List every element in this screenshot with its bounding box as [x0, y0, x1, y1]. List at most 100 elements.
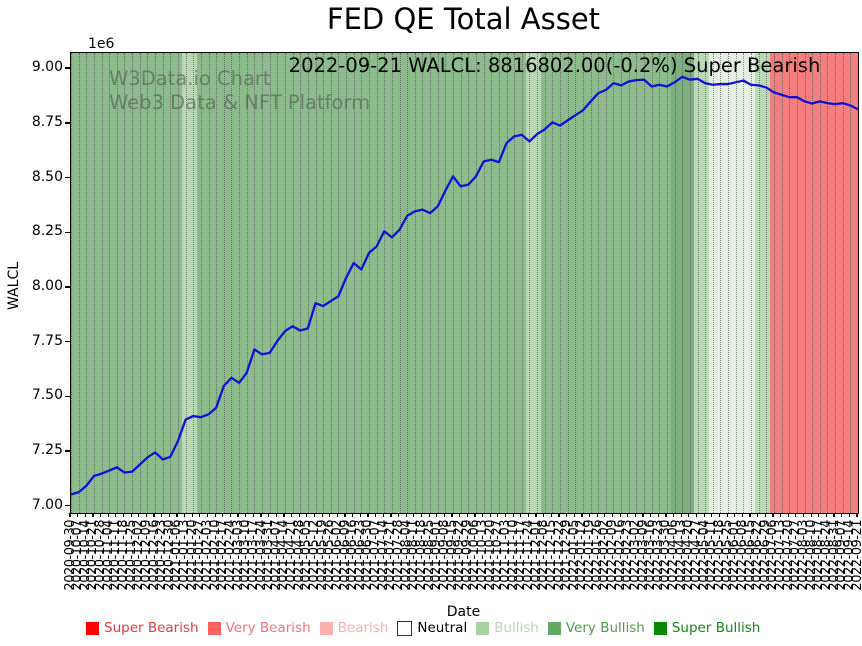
gridline [590, 53, 592, 513]
y-tick-mark [65, 231, 70, 233]
sentiment-legend: Super Bearish Very Bearish Bearish Neutral B… [86, 620, 862, 636]
gridline [93, 53, 95, 513]
x-tick-mark [757, 513, 759, 517]
x-tick-mark [359, 513, 361, 517]
x-tick-mark [329, 513, 331, 517]
gridline [323, 53, 325, 513]
x-tick-mark [772, 513, 774, 517]
x-tick-mark [122, 513, 125, 517]
x-tick-mark [482, 513, 484, 517]
gridline [674, 53, 676, 513]
x-tick-mark [566, 513, 568, 517]
gridline [789, 53, 791, 513]
x-tick-mark [436, 513, 438, 517]
y-tick-mark [65, 395, 70, 397]
legend-swatch-icon [653, 621, 667, 635]
gridline [391, 53, 393, 513]
x-tick-mark [344, 513, 346, 517]
walcl-data-line [71, 75, 858, 496]
gridline [529, 53, 531, 513]
chart-title: FED QE Total Asset [326, 2, 601, 36]
x-tick-mark [375, 513, 377, 517]
x-tick-mark [99, 513, 102, 517]
y-tick-mark [65, 176, 70, 179]
x-tick-mark [290, 513, 293, 517]
x-tick-mark [260, 513, 262, 517]
x-tick-mark [275, 513, 277, 517]
y-tick-label: 9.00 [31, 59, 63, 76]
y-tick-mark [65, 122, 70, 124]
legend-item-very-bearish: Very Bearish [207, 620, 311, 636]
gridline [231, 53, 233, 513]
gridline [666, 53, 668, 513]
gridline [445, 53, 447, 513]
x-tick-mark [657, 513, 659, 517]
x-tick-mark [184, 513, 186, 517]
gridline [208, 53, 210, 513]
x-tick-mark [321, 513, 323, 517]
x-tick-mark [787, 513, 789, 517]
x-tick-mark [161, 513, 163, 517]
legend-swatch-icon [397, 620, 413, 636]
x-tick-mark [405, 513, 407, 517]
gridline [384, 53, 386, 513]
gridline [101, 53, 103, 513]
gridline [766, 53, 768, 513]
gridline [346, 53, 348, 513]
y-tick-label: 8.75 [31, 113, 63, 130]
x-tick-mark [138, 513, 140, 517]
gridline [437, 53, 439, 513]
x-tick-mark [802, 513, 805, 517]
x-tick-mark [77, 513, 79, 517]
x-tick-mark [833, 513, 835, 517]
gridline [200, 53, 202, 513]
x-tick-mark [428, 513, 430, 517]
x-tick-mark [550, 513, 552, 517]
x-tick-mark [627, 513, 629, 517]
gridline [185, 53, 187, 513]
gridline [842, 53, 844, 513]
x-tick-mark [69, 513, 71, 517]
gridline [812, 53, 814, 513]
x-tick-mark [466, 513, 468, 517]
gridline [453, 53, 455, 513]
x-tick-mark [451, 513, 453, 517]
x-tick-mark [810, 513, 812, 517]
gridline [712, 53, 714, 513]
gridline [177, 53, 179, 513]
gridline [728, 53, 730, 513]
x-tick-mark [535, 513, 537, 517]
x-tick-mark [604, 513, 606, 517]
x-tick-mark [856, 513, 858, 517]
x-tick-mark [573, 513, 575, 517]
y-tick-label: 7.25 [31, 441, 63, 458]
gridline [636, 53, 638, 513]
x-tick-mark [268, 513, 270, 517]
watermark-line2: Web3 Data & NFT Platform [109, 90, 371, 114]
x-tick-mark [818, 513, 820, 517]
gridline [361, 53, 363, 513]
x-tick-mark [703, 513, 705, 517]
y-tick-label: 8.50 [31, 168, 63, 185]
gridline [735, 53, 737, 513]
watermark-line1: W3Data.io Chart [109, 67, 271, 90]
gridline [796, 53, 798, 513]
x-tick-mark [543, 513, 545, 517]
y-tick-label: 7.50 [31, 387, 63, 404]
gridline [758, 53, 760, 513]
gridline [170, 53, 172, 513]
x-tick-mark [107, 513, 109, 517]
y-axis-offset-label: 1e6 [88, 36, 115, 52]
y-tick-mark [65, 340, 70, 343]
gridline [78, 53, 80, 513]
x-tick-mark [749, 513, 751, 517]
gridline [651, 53, 653, 513]
x-tick-mark [130, 513, 132, 517]
gridline [613, 53, 615, 513]
gridline [109, 53, 111, 513]
gridline [155, 53, 157, 513]
gridline [239, 53, 241, 513]
gridline [116, 53, 118, 513]
gridline [598, 53, 600, 513]
